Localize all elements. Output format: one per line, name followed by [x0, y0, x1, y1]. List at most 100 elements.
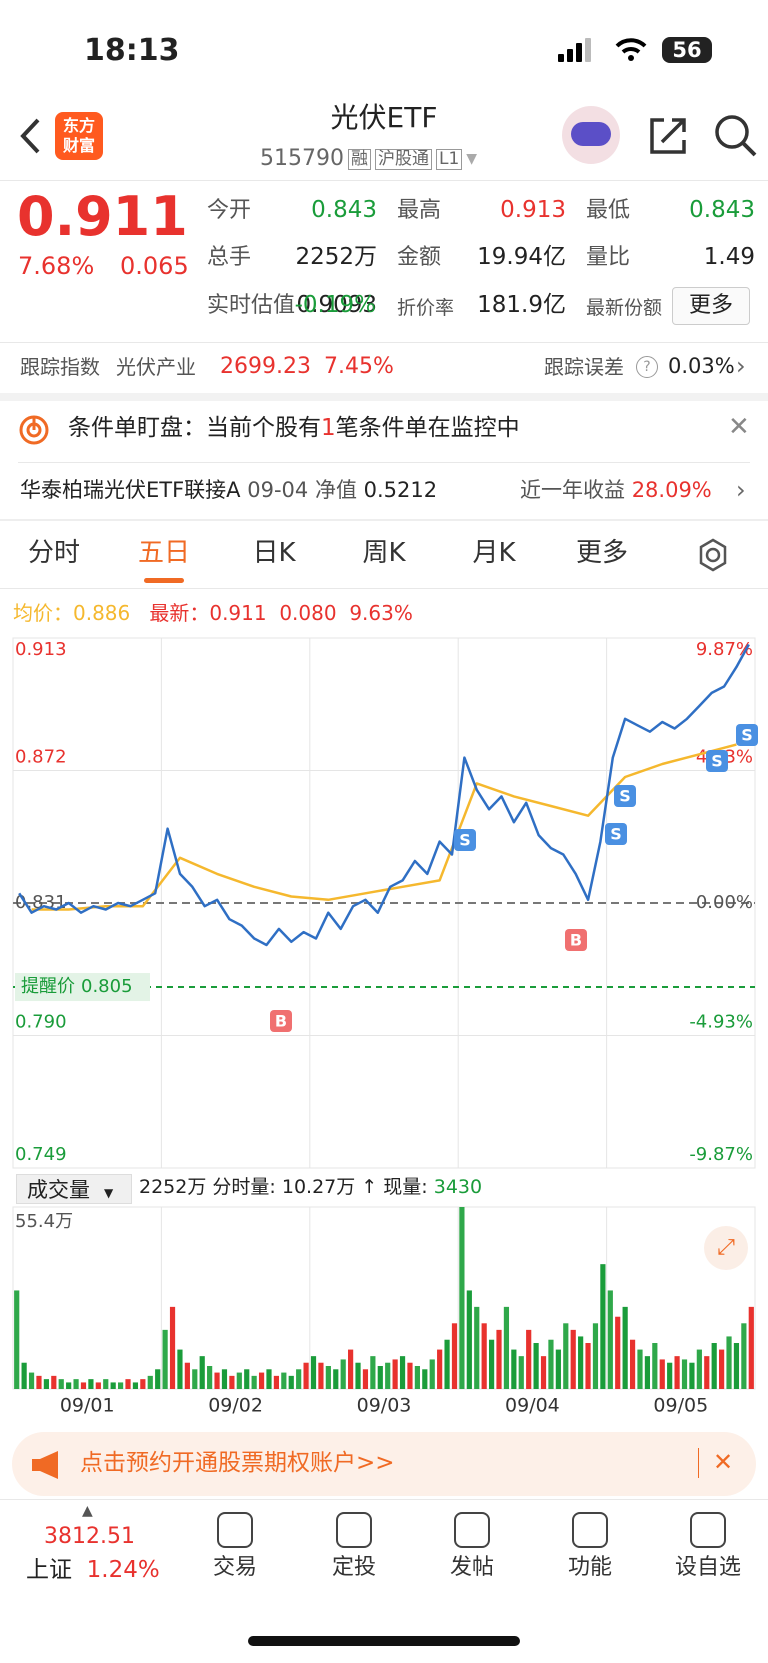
- volume-bar: [244, 1369, 250, 1389]
- settings-button[interactable]: [696, 538, 730, 572]
- x-tick-label: 09/05: [653, 1395, 708, 1417]
- volume-bar: [399, 1356, 406, 1389]
- tab[interactable]: 五日: [137, 538, 190, 568]
- volume-frame: [12, 1206, 756, 1390]
- alert-count: 1: [321, 415, 336, 441]
- volume-bar: [184, 1362, 190, 1389]
- volume-bar: [288, 1375, 294, 1389]
- volume-bar: [629, 1339, 636, 1389]
- nav-label[interactable]: 功能: [567, 1555, 612, 1580]
- trade-marker: [614, 785, 636, 807]
- change-pct: 7.68%: [18, 252, 95, 280]
- volume-bar: [667, 1362, 673, 1389]
- x-tick-label: 09/01: [60, 1395, 115, 1417]
- stat-value: 0.843: [311, 197, 377, 223]
- tab[interactable]: 月K: [472, 538, 516, 568]
- tab[interactable]: 周K: [362, 538, 406, 568]
- fund-return-row[interactable]: 近一年收益 28.09%: [520, 480, 712, 501]
- nav-icon[interactable]: [690, 1512, 726, 1548]
- index-row[interactable]: 上证 1.24%: [26, 1559, 160, 1582]
- section-gap: [0, 393, 768, 401]
- volume-bar: [422, 1369, 428, 1389]
- tab[interactable]: 分时: [27, 538, 80, 568]
- volume-bar: [592, 1323, 599, 1389]
- last-label: 最新：: [149, 601, 210, 625]
- nav-icon[interactable]: [572, 1512, 608, 1548]
- volume-bar: [652, 1343, 658, 1389]
- volume-bar: [451, 1323, 458, 1389]
- expand-button[interactable]: ⤢: [704, 1226, 748, 1270]
- help-icon[interactable]: ?: [636, 356, 658, 378]
- last-change: 0.080: [279, 601, 337, 625]
- x-tick-label: 09/03: [357, 1395, 412, 1417]
- alert-tag-text: 提醒价 0.805: [21, 976, 133, 997]
- volume-bar: [140, 1379, 146, 1389]
- alert-text[interactable]: 条件单盯盘：当前个股有1笔条件单在监控中: [68, 417, 520, 440]
- nav-icon[interactable]: [217, 1512, 253, 1548]
- volume-selector[interactable]: 成交量 ▼: [16, 1174, 132, 1204]
- volume-bar: [488, 1339, 495, 1389]
- trade-marker: [454, 829, 476, 851]
- volume-bar: [58, 1379, 64, 1389]
- now-volume: 3430: [433, 1176, 483, 1198]
- volume-bar: [14, 1290, 20, 1389]
- volume-bar: [533, 1343, 539, 1389]
- stat-value: 2252万: [295, 244, 377, 270]
- volume-bar: [748, 1306, 754, 1389]
- nav-label[interactable]: 设自选: [674, 1555, 741, 1580]
- logo-text: 财富: [62, 136, 95, 155]
- stock-code: 515790: [260, 146, 344, 171]
- back-button[interactable]: [18, 116, 44, 156]
- volume-bar: [207, 1366, 213, 1389]
- chevron: ›: [736, 476, 746, 504]
- nav-label[interactable]: 定投: [331, 1555, 376, 1580]
- volume-bar: [459, 1207, 465, 1389]
- now-label: 现量:: [383, 1176, 428, 1198]
- volume-bar: [362, 1369, 369, 1389]
- volume-bar: [733, 1343, 740, 1389]
- search-button[interactable]: [712, 112, 758, 158]
- change: 0.065: [120, 252, 189, 280]
- volume-bar: [681, 1359, 688, 1389]
- assistant-avatar[interactable]: [562, 106, 620, 164]
- fund-return: 28.09%: [631, 478, 712, 502]
- volume-bar: [637, 1349, 643, 1389]
- tracking-index: 光伏产业: [116, 355, 196, 379]
- volume-label: 成交量: [27, 1178, 90, 1202]
- volume-bar: [28, 1372, 35, 1389]
- stock-code-row: 515790 融 沪股通 L1 ▼: [260, 146, 478, 171]
- alert-tag-part: 0.805: [81, 976, 133, 997]
- promo-text[interactable]: 点击预约开通股票期权账户>>: [80, 1450, 395, 1476]
- volume-bar: [88, 1379, 94, 1389]
- volume-bar: [340, 1359, 346, 1389]
- volume-bar: [437, 1349, 443, 1389]
- volume-bar: [273, 1375, 280, 1389]
- up-arrow: ▲: [82, 1503, 93, 1519]
- close-button[interactable]: ✕: [728, 412, 750, 442]
- nav-icon[interactable]: [454, 1512, 490, 1548]
- volume-bar: [503, 1306, 510, 1389]
- nav-label[interactable]: 交易: [212, 1555, 257, 1580]
- tab-underline: [144, 578, 184, 583]
- volume-bar: [80, 1382, 87, 1389]
- index-value[interactable]: 3812.51: [44, 1524, 135, 1549]
- battery: 56: [662, 37, 712, 63]
- volume-bar: [95, 1382, 101, 1389]
- banner-close[interactable]: ✕: [713, 1448, 734, 1476]
- volume-bar: [644, 1356, 651, 1389]
- nav-label[interactable]: 发帖: [449, 1555, 494, 1580]
- share-button[interactable]: [646, 114, 690, 158]
- stat-label: 量比: [586, 245, 631, 270]
- more-button[interactable]: 更多: [672, 287, 750, 325]
- volume-bar: [563, 1323, 569, 1389]
- tab[interactable]: 日K: [252, 538, 296, 568]
- promo-banner[interactable]: [12, 1432, 756, 1496]
- volume-bar: [73, 1379, 79, 1389]
- tab[interactable]: 更多: [575, 538, 628, 568]
- alert-text-part: 条件单盯盘：当前个股有: [68, 415, 321, 441]
- volume-bar: [674, 1356, 680, 1389]
- chevron: ›: [736, 352, 746, 380]
- fund-row[interactable]: 华泰柏瑞光伏ETF联接A 09-04 净值 0.5212: [20, 480, 437, 501]
- nav-icon[interactable]: [336, 1512, 372, 1548]
- volume-bar: [169, 1306, 176, 1389]
